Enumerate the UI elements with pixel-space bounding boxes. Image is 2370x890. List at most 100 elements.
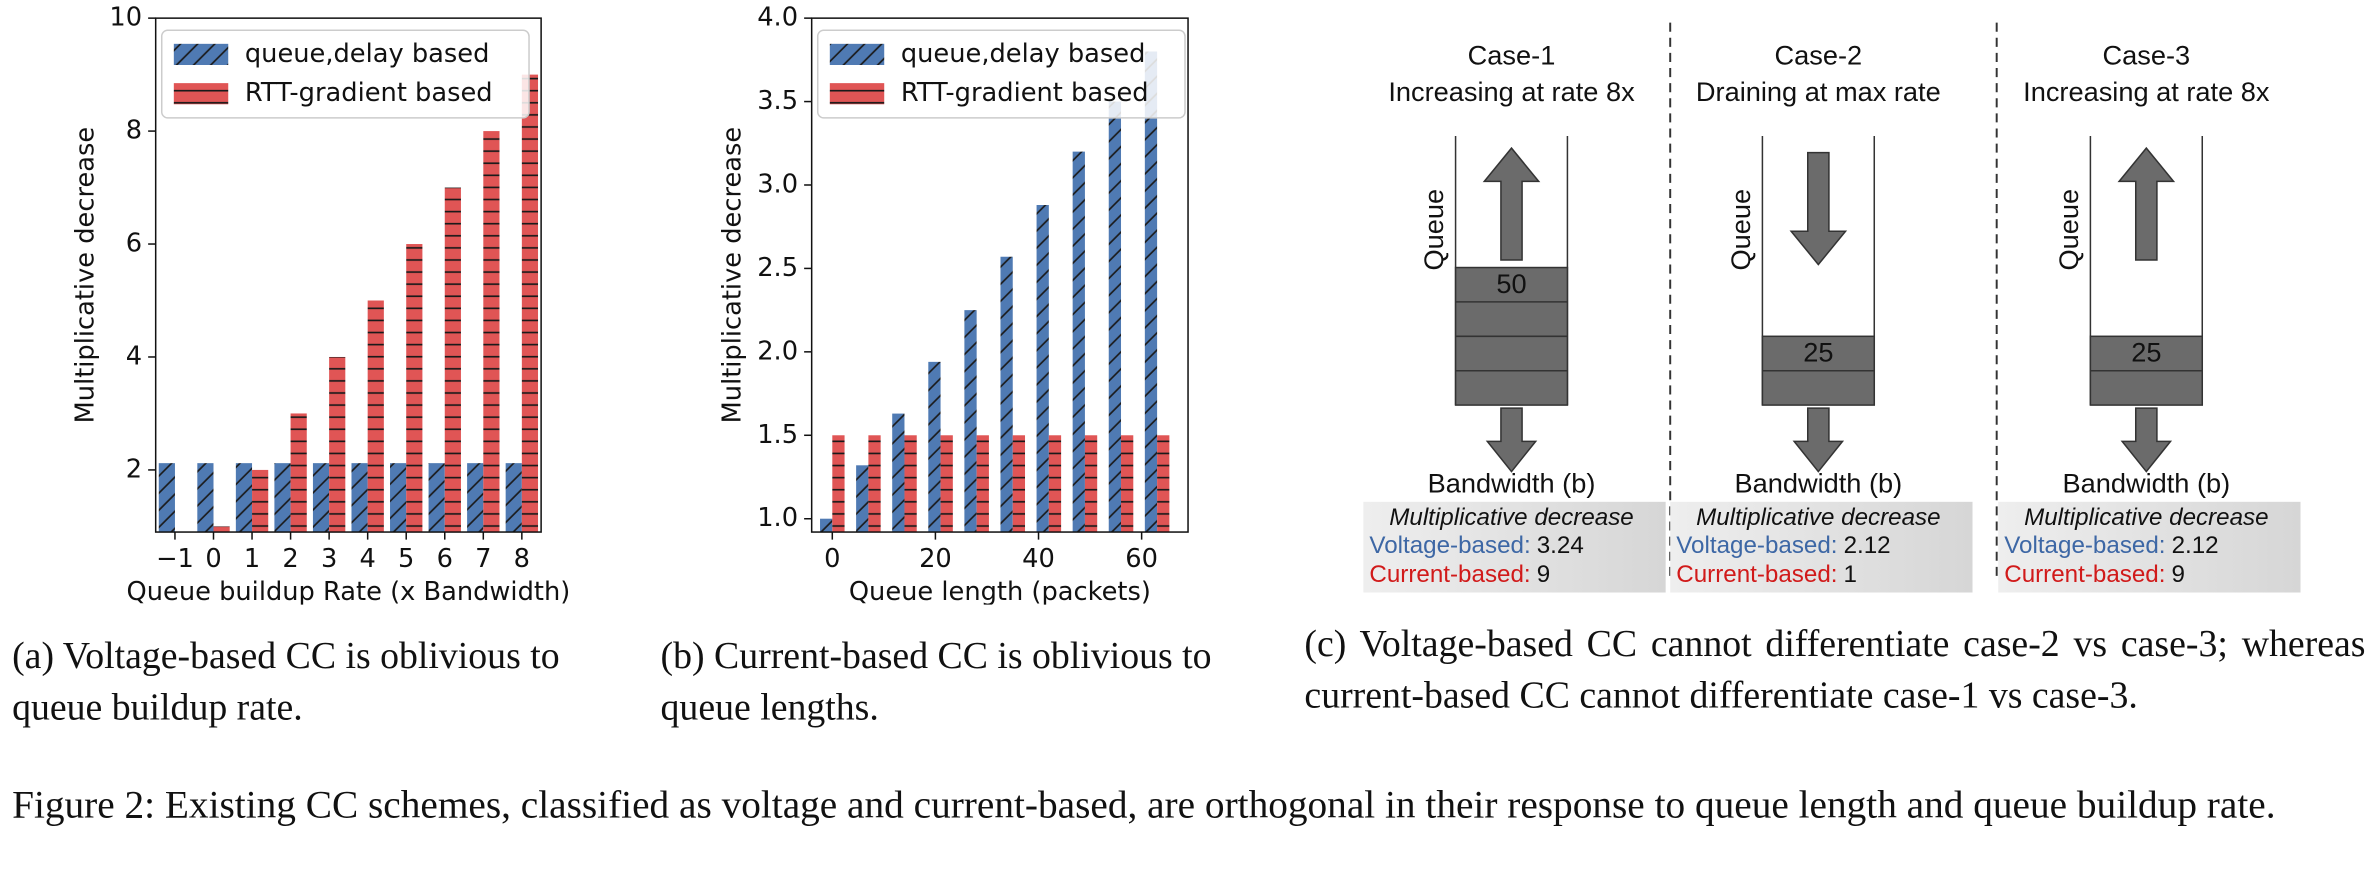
- x-tick-label: 20: [919, 544, 952, 574]
- y-tick-label: 3.0: [757, 169, 798, 199]
- plot-area: [820, 51, 1170, 533]
- current-line: Current-based: 1: [1676, 561, 1857, 588]
- caption-b: (b) Current-based CC is oblivious to que…: [660, 636, 1212, 729]
- current-line: Current-based: 9: [2004, 561, 2185, 588]
- voltage-line: Voltage-based: 2.12: [1676, 533, 1890, 560]
- flow-arrow: [1482, 146, 1541, 261]
- case-title: Case-1: [1468, 40, 1556, 71]
- voltage-value: 2.12: [1844, 533, 1891, 560]
- legend-box: [160, 29, 530, 119]
- y-tick-label: 1.5: [757, 420, 798, 450]
- info-title: Multiplicative decrease: [1389, 504, 1634, 531]
- bar: [1048, 435, 1062, 533]
- bar: [274, 463, 291, 533]
- legend-swatch: [829, 83, 885, 105]
- bar: [351, 463, 368, 533]
- voltage-value: 2.12: [2172, 533, 2219, 560]
- bar: [1121, 435, 1134, 533]
- queue-label: Queue: [1725, 189, 1756, 271]
- bandwidth-arrow: [2120, 407, 2173, 473]
- legend-label: queue,delay based: [245, 39, 490, 69]
- axes-frame: [810, 17, 1189, 533]
- bar: [892, 413, 905, 533]
- figure-caption: Figure 2: Existing CC schemes, classifie…: [12, 782, 2276, 827]
- queue-label: Queue: [1418, 189, 1449, 271]
- x-tick-label: −1: [156, 544, 194, 574]
- x-tick-label: 5: [398, 544, 414, 574]
- bar: [390, 463, 407, 533]
- legend-swatch: [173, 43, 229, 65]
- current-value: 9: [1537, 561, 1550, 588]
- bar: [832, 435, 845, 533]
- voltage-label: Voltage-based:: [2004, 533, 2165, 560]
- bar: [483, 131, 500, 533]
- y-tick-label: 2.0: [757, 336, 798, 366]
- case-title: Case-3: [2103, 40, 2191, 71]
- current-label: Current-based:: [1676, 561, 1837, 588]
- y-tick-label: 2.5: [757, 253, 798, 283]
- x-tick-label: 2: [282, 544, 298, 574]
- current-label: Current-based:: [2004, 561, 2165, 588]
- bar: [428, 463, 445, 533]
- x-tick-label: 8: [514, 544, 530, 574]
- legend-label: queue,delay based: [901, 39, 1146, 69]
- x-tick-label: 0: [205, 544, 221, 574]
- caption-c: (c) Voltage-based CC cannot differentiat…: [1304, 624, 2366, 717]
- queue-value: 25: [2131, 337, 2161, 368]
- bandwidth-arrow: [1485, 407, 1538, 473]
- queue-label: Queue: [2053, 189, 2084, 271]
- bar: [1012, 435, 1026, 533]
- legend-box: [816, 29, 1186, 119]
- bar: [312, 463, 330, 533]
- y-tick-label: 4: [126, 341, 142, 371]
- x-axis-label: Queue length (packets): [849, 577, 1151, 605]
- x-tick-label: 40: [1022, 544, 1055, 574]
- case-title: Case-2: [1775, 40, 1863, 71]
- case-subtitle: Increasing at rate 8x: [1388, 76, 1635, 107]
- bar: [467, 463, 484, 533]
- info-title: Multiplicative decrease: [1696, 504, 1941, 531]
- y-axis-label: Multiplicative decrease: [718, 127, 748, 424]
- y-axis-label: Multiplicative decrease: [71, 127, 101, 424]
- bar: [928, 361, 941, 533]
- case-subtitle: Increasing at rate 8x: [2023, 76, 2270, 107]
- bar: [868, 435, 881, 533]
- bar: [505, 463, 522, 533]
- current-line: Current-based: 9: [1369, 561, 1550, 588]
- bar: [820, 518, 833, 533]
- y-tick-label: 8: [126, 116, 142, 146]
- bar: [444, 187, 461, 533]
- bar: [964, 310, 977, 533]
- bar: [856, 465, 869, 533]
- bar: [367, 300, 384, 533]
- legend-swatch: [173, 83, 229, 105]
- case-subtitle: Draining at max rate: [1696, 76, 1941, 107]
- axes-frame: [154, 17, 542, 533]
- bar: [406, 244, 423, 533]
- y-tick-label: 1.0: [757, 503, 798, 533]
- bar: [1072, 151, 1085, 533]
- y-tick-label: 3.5: [757, 86, 798, 116]
- x-tick-label: 3: [321, 544, 337, 574]
- voltage-line: Voltage-based: 2.12: [2004, 533, 2218, 560]
- info-box: [1998, 501, 2301, 593]
- flow-arrow: [2117, 146, 2176, 261]
- bar: [290, 413, 307, 533]
- bar: [213, 526, 230, 533]
- bar: [252, 469, 269, 533]
- y-tick-label: 4.0: [757, 3, 798, 33]
- x-tick-label: 1: [244, 544, 260, 574]
- info-title: Multiplicative decrease: [2024, 504, 2269, 531]
- y-tick-label: 2: [126, 454, 142, 484]
- x-tick-label: 60: [1125, 544, 1158, 574]
- queue-value: 25: [1803, 337, 1833, 368]
- bar: [1108, 101, 1122, 533]
- voltage-label: Voltage-based:: [1676, 533, 1837, 560]
- x-tick-label: 7: [475, 544, 491, 574]
- info-box: [1670, 501, 1973, 593]
- current-value: 1: [1844, 561, 1857, 588]
- current-label: Current-based:: [1369, 561, 1530, 588]
- bar: [1084, 435, 1098, 533]
- bar: [1157, 435, 1170, 533]
